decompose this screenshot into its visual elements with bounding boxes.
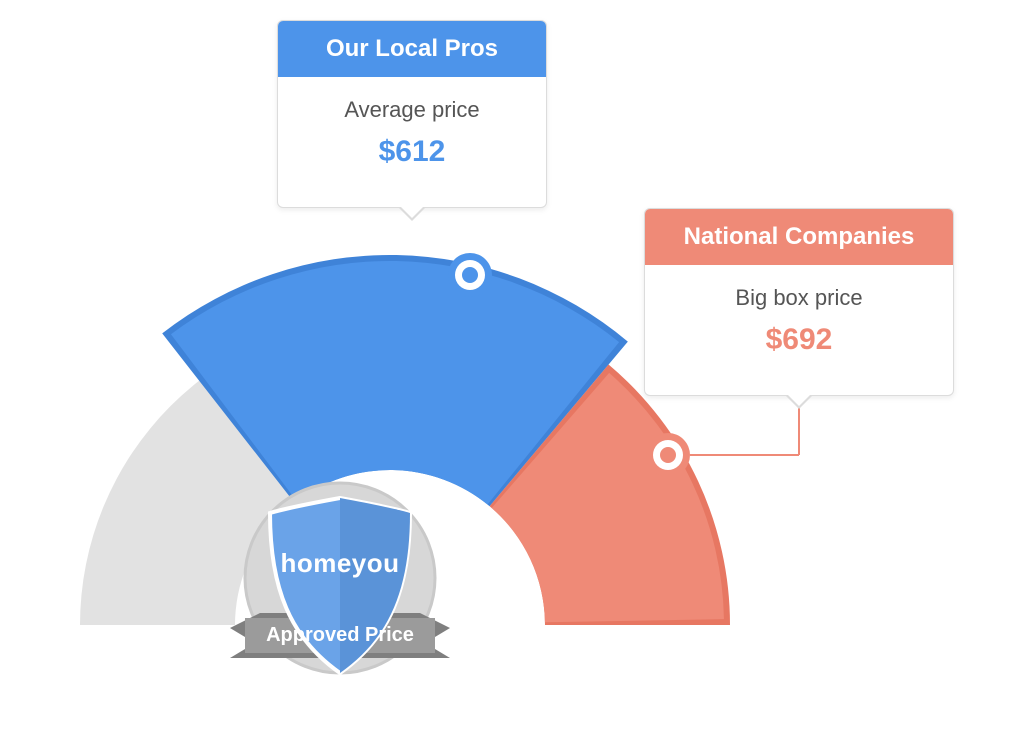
local-pros-header: Our Local Pros [278,21,546,77]
national-companies-subtitle: Big box price [655,285,943,311]
local-pros-subtitle: Average price [288,97,536,123]
price-comparison-infographic: Our Local Pros Average price $612 Nation… [0,0,1024,738]
badge-ribbon-text: Approved Price [220,624,460,647]
national-companies-title: National Companies [684,223,915,250]
national-companies-body: Big box price $692 [645,265,953,383]
callout-tail-inner [787,394,811,406]
approved-price-badge: homeyou Approved Price [220,478,460,728]
callout-tail-inner [400,206,424,218]
local-pros-body: Average price $612 [278,77,546,195]
national-companies-header: National Companies [645,209,953,265]
local-pros-title: Our Local Pros [326,35,498,62]
shield-icon [220,478,460,728]
badge-brand-text: homeyou [220,548,460,579]
national-companies-price: $692 [655,323,943,357]
national-companies-callout: National Companies Big box price $692 [644,208,954,396]
local-pros-callout: Our Local Pros Average price $612 [277,20,547,208]
local-pros-price: $612 [288,135,536,169]
